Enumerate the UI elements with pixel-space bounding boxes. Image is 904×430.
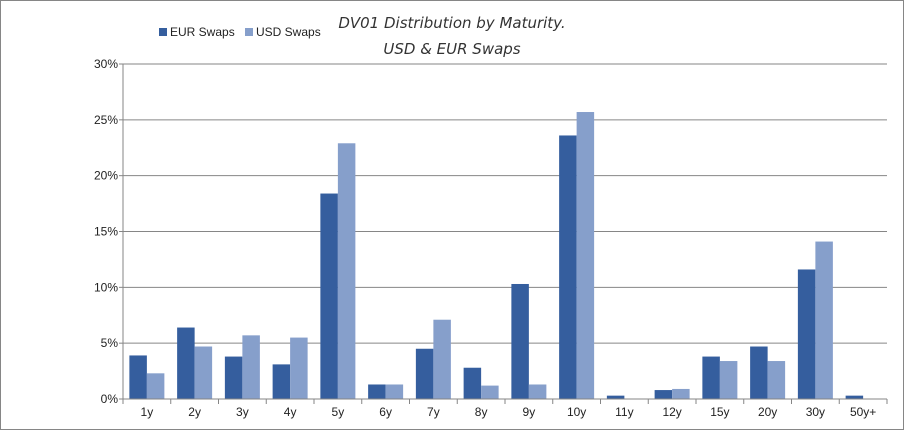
- bars: [129, 112, 864, 400]
- x-tick-label: 4y: [284, 405, 297, 419]
- x-tick-label: 1y: [141, 405, 154, 419]
- bar-usd-swaps: [337, 143, 356, 399]
- bar-eur-swaps: [606, 395, 625, 399]
- x-tick-label: 50y+: [850, 405, 876, 419]
- bar-usd-swaps: [481, 385, 499, 399]
- bar-eur-swaps: [129, 355, 147, 399]
- bar-usd-swaps: [385, 384, 404, 399]
- x-tick-label: 7y: [427, 405, 440, 419]
- bar-eur-swaps: [654, 390, 673, 399]
- bar-eur-swaps: [177, 327, 195, 399]
- legend: EUR Swaps USD Swaps: [159, 25, 321, 39]
- y-tick-label: 30%: [94, 57, 118, 71]
- y-tick-label: 15%: [94, 225, 118, 239]
- x-tick-label: 10y: [567, 405, 586, 419]
- chart-title-line-2: USD & EUR Swaps: [383, 40, 520, 58]
- legend-label-usd: USD Swaps: [256, 25, 321, 39]
- bar-usd-swaps: [242, 335, 260, 399]
- bar-eur-swaps: [463, 367, 482, 399]
- bar-eur-swaps: [559, 135, 577, 399]
- axes: [119, 63, 888, 404]
- chart-title-line-1: DV01 Distribution by Maturity.: [338, 14, 565, 32]
- bar-usd-swaps: [528, 384, 547, 399]
- bar-eur-swaps: [750, 346, 768, 399]
- bar-eur-swaps: [845, 395, 864, 399]
- legend-swatch-usd: [245, 28, 253, 36]
- bar-usd-swaps: [290, 337, 308, 399]
- tick-labels: 0% 5% 10% 15% 20% 25% 30% 1y 2y 3y 4y 5y 6y 7y 8y 9y 10y…: [94, 57, 876, 419]
- bar-usd-swaps: [576, 112, 595, 400]
- bar-usd-swaps: [815, 241, 833, 399]
- x-tick-label: 2y: [188, 405, 201, 419]
- legend-swatch-eur: [159, 28, 167, 36]
- bar-eur-swaps: [272, 364, 291, 399]
- legend-label-eur: EUR Swaps: [170, 25, 235, 39]
- x-tick-label: 30y: [806, 405, 825, 419]
- x-tick-label: 8y: [475, 405, 488, 419]
- bar-eur-swaps: [224, 356, 243, 399]
- bar-eur-swaps: [415, 348, 434, 399]
- bar-eur-swaps: [368, 384, 386, 399]
- bar-usd-swaps: [767, 361, 786, 399]
- x-tick-label: 6y: [379, 405, 392, 419]
- bar-eur-swaps: [511, 283, 529, 399]
- x-tick-label: 3y: [236, 405, 249, 419]
- y-tick-label: 25%: [94, 113, 118, 127]
- x-tick-label: 11y: [615, 405, 633, 419]
- bar-usd-swaps: [146, 373, 165, 399]
- y-tick-label: 5%: [101, 336, 119, 350]
- bar-usd-swaps: [433, 319, 451, 399]
- y-tick-label: 20%: [94, 169, 118, 183]
- y-tick-label: 10%: [94, 280, 118, 294]
- bar-usd-swaps: [194, 346, 213, 399]
- bar-usd-swaps: [672, 388, 690, 399]
- x-tick-label: 20y: [758, 405, 777, 419]
- x-tick-label: 15y: [710, 405, 729, 419]
- x-tick-label: 9y: [523, 405, 536, 419]
- bar-eur-swaps: [797, 269, 816, 399]
- bar-eur-swaps: [702, 356, 720, 399]
- x-tick-label: 12y: [662, 405, 681, 419]
- x-tick-label: 5y: [332, 405, 345, 419]
- gridlines: [123, 63, 887, 344]
- bar-eur-swaps: [320, 193, 338, 399]
- y-tick-label: 0%: [101, 392, 119, 406]
- bar-usd-swaps: [719, 361, 738, 399]
